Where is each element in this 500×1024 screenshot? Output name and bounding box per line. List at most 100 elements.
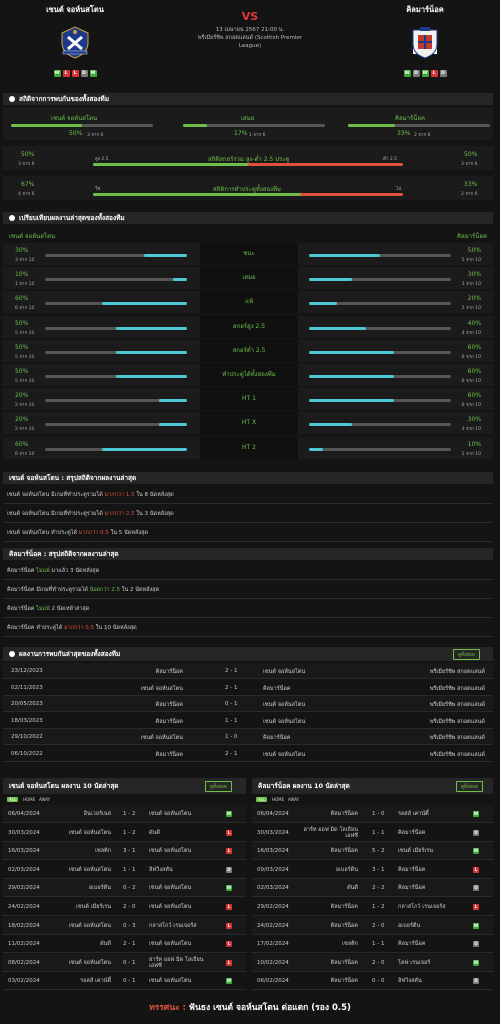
- h2h-away-label: คิลมาร์น็อค: [395, 115, 425, 122]
- result-badge: W: [473, 959, 479, 966]
- match-home: ดันดี: [347, 885, 358, 892]
- compare-right-pct: 60%: [467, 392, 481, 400]
- match-date: 17/02/2024: [257, 941, 289, 948]
- h2h-away: เซนต์ จอห์นสโตน: [263, 718, 306, 725]
- ou-over-label: สูง 2.5: [95, 157, 109, 162]
- match-row[interactable]: 30/03/2024 ฮาร์ท ออฟ มิด โลเธียน เอฟซี 1 -…: [252, 823, 493, 842]
- compare-row: 10% 1 จาก 10 เสมอ 30% 3 จาก 10: [3, 267, 493, 290]
- summary-text: 2 นัดเหย้าล่าสุด: [49, 606, 90, 612]
- h2h-row[interactable]: 06/10/2022 คิลมาร์น็อค 2 - 1 เซนต์ จอห์นสโต…: [3, 745, 493, 762]
- h2h-draw-pct: 17%: [234, 130, 248, 137]
- match-row[interactable]: 10/02/2024 คิลมาร์น็อค 2 - 0 โคฟ เรนเจอร์ W: [252, 953, 493, 972]
- match-score: 1 - 1: [372, 941, 385, 948]
- match-date: 06/02/2024: [257, 978, 289, 985]
- away-team-name: คิลมาร์น็อค: [406, 5, 444, 14]
- h2h-row[interactable]: 18/03/2023 คิลมาร์น็อค 1 - 1 เซนต์ จอห์นสโต…: [3, 712, 493, 729]
- tab-away[interactable]: AWAY: [39, 797, 51, 802]
- result-badge: W: [473, 848, 479, 855]
- compare-label-cell: สกอร์ต่ำ 2.5: [200, 339, 298, 362]
- match-row[interactable]: 30/03/2024 เซนต์ จอห์นสโตน 1 - 2 ดันดี L: [3, 823, 246, 842]
- h2h-view-all-button[interactable]: ดูทั้งหมด: [453, 649, 480, 660]
- match-away: เซนต์ จอห์นสโตน: [149, 941, 192, 948]
- h2h-draw-count: 1 จาก 6: [249, 133, 266, 138]
- tab-away[interactable]: AWAY: [288, 797, 300, 802]
- h2h-score: 1 - 0: [225, 734, 238, 740]
- summary-text: ใน 8 นัดหลังสุด: [134, 492, 174, 498]
- h2h-table: 23/12/2023 คิลมาร์น็อค 2 - 1 เซนต์ จอห์นสโต…: [3, 663, 493, 763]
- h2h-date: 20/05/2023: [11, 701, 43, 707]
- summary-line: เซนต์ จอห์นสโตน มีเกมที่ทำประตูรวมได้ มา…: [3, 505, 493, 523]
- h2h-home: คิลมาร์น็อค: [155, 751, 183, 758]
- h2h-row[interactable]: 23/12/2023 คิลมาร์น็อค 2 - 1 เซนต์ จอห์นสโต…: [3, 663, 493, 679]
- match-date: 30/03/2024: [257, 829, 289, 836]
- h2h-score: 2 - 1: [225, 750, 238, 757]
- match-date: 16/03/2024: [257, 848, 289, 855]
- home-team-name: เซนต์ จอห์นสโตน: [46, 5, 104, 14]
- match-date: 08/02/2024: [8, 959, 40, 966]
- compare-left-pct: 60%: [15, 440, 29, 448]
- match-row[interactable]: 16/03/2024 เซลติก 3 - 1 เซนต์ จอห์นสโตน L: [3, 842, 246, 861]
- match-date: 29/02/2024: [8, 885, 40, 892]
- compare-right-pct: 60%: [467, 368, 481, 375]
- match-home: ดันดี: [100, 941, 111, 948]
- match-row[interactable]: 24/02/2024 คิลมาร์น็อค 2 - 0 อเบอร์ดีน W: [252, 916, 493, 935]
- match-home: เซนต์ จอห์นสโตน: [68, 922, 111, 929]
- tab-all[interactable]: ALL: [7, 797, 19, 802]
- h2h-date: 06/10/2022: [11, 750, 43, 757]
- match-row[interactable]: 02/03/2024 ดันดี 2 - 2 คิลมาร์น็อค D: [252, 879, 493, 898]
- match-row[interactable]: 29/02/2024 คิลมาร์น็อค 1 - 2 กลาสโกว์ เรนเจ…: [252, 898, 493, 916]
- h2h-league: พรีเมียร์ชิพ สกอตแลนด์: [429, 718, 485, 725]
- match-row[interactable]: 08/02/2024 เซนต์ จอห์นสโตน 0 - 1 ฮาร์ท ออฟ …: [3, 953, 246, 972]
- compare-left-count: 1 จาก 10: [15, 282, 35, 288]
- match-row[interactable]: 18/02/2024 เซนต์ จอห์นสโตน 0 - 3 กลาสโกว์ เ…: [3, 916, 246, 935]
- match-row[interactable]: 06/04/2024 อินเวอร์เนส 1 - 2 เซนต์ จอห์นสโต…: [3, 805, 246, 823]
- match-score: 2 - 1: [123, 941, 136, 948]
- compare-left-pct: 50%: [15, 368, 29, 375]
- match-row[interactable]: 17/02/2024 เซลติก 1 - 1 คิลมาร์น็อค D: [252, 935, 493, 954]
- h2h-away: เซนต์ จอห์นสโตน: [263, 751, 306, 758]
- ou-left-count: 3 จาก 6: [18, 162, 35, 167]
- match-date: 29/02/2024: [257, 904, 289, 910]
- home-summary-header: เซนต์ จอห์นสโตน : สรุปสถิติจากผลงานล่าสุ…: [3, 472, 493, 484]
- away-last10-tabs: ALL HOME AWAY: [252, 795, 493, 805]
- tab-home[interactable]: HOME: [272, 797, 285, 802]
- form-badge: W: [403, 70, 411, 77]
- match-date: 30/03/2024: [8, 829, 40, 836]
- home-last10-view-all-button[interactable]: ดูทั้งหมด: [205, 781, 232, 792]
- match-row[interactable]: 24/02/2024 เซนต์ เมียร์เรน 2 - 0 เซนต์ จอห์…: [3, 898, 246, 916]
- h2h-row[interactable]: 29/10/2022 เซนต์ จอห์นสโตน 1 - 0 คิลมาร์น็อ…: [3, 729, 493, 745]
- match-score: 1 - 2: [123, 811, 136, 817]
- compare-row: 20% 2 จาก 10 HT 1 60% 6 จาก 10: [3, 388, 493, 411]
- summary-text: คิลมาร์น็อค: [7, 568, 37, 574]
- match-row[interactable]: 09/03/2024 อเบอร์ดีน 3 - 1 คิลมาร์น็อค L: [252, 860, 493, 879]
- compare-left-bar: [45, 326, 187, 330]
- match-row[interactable]: 16/03/2024 คิลมาร์น็อค 5 - 2 เซนต์ เมียร์เร…: [252, 842, 493, 861]
- tab-all[interactable]: ALL: [256, 797, 268, 802]
- h2h-stats-title: สถิติจากการพบกันของทั้งสองทีม: [19, 95, 109, 103]
- h2h-row[interactable]: 02/11/2023 เซนต์ จอห์นสโตน 2 - 1 คิลมาร์น็อ…: [3, 679, 493, 696]
- match-home: อินเวอร์เนส: [83, 811, 111, 817]
- match-row[interactable]: 29/02/2024 อเบอร์ดีน 0 - 2 เซนต์ จอห์นสโตน W: [3, 879, 246, 898]
- match-row[interactable]: 02/03/2024 เซนต์ จอห์นสโตน 1 - 1 ลิฟวิงสตัน…: [3, 860, 246, 879]
- tab-home[interactable]: HOME: [23, 797, 36, 802]
- match-row[interactable]: 06/02/2024 คิลมาร์น็อค 0 - 0 ลิฟวิงสตัน D: [252, 972, 493, 991]
- match-date: 13 เมษายน 2567 21:00 น.: [215, 27, 285, 33]
- compare-left-count: 5 จาก 10: [15, 354, 35, 360]
- compare-left-count: 5 จาก 10: [15, 379, 35, 384]
- match-row[interactable]: 06/04/2024 คิลมาร์น็อค 1 - 0 รอสส์ เคาน์ตี้…: [252, 805, 493, 823]
- summary-text: คิลมาร์น็อค มีเกมที่ทำประตูรวมได้: [7, 587, 90, 593]
- match-score: 1 - 2: [123, 829, 136, 836]
- compare-label: แพ้: [245, 298, 253, 306]
- match-date: 18/02/2024: [8, 922, 40, 929]
- match-row[interactable]: 03/02/2024 รอสส์ เคาน์ตี้ 0 - 1 เซนต์ จอห์น…: [3, 972, 246, 991]
- compare-label: ชนะ: [243, 250, 255, 257]
- away-last10-view-all-button[interactable]: ดูทั้งหมด: [456, 781, 483, 792]
- home-summary-title: เซนต์ จอห์นสโตน : สรุปสถิติจากผลงานล่าสุ…: [9, 474, 137, 482]
- h2h-row[interactable]: 20/05/2023 คิลมาร์น็อค 0 - 1 เซนต์ จอห์นสโต…: [3, 696, 493, 712]
- match-away: เซนต์ จอห์นสโตน: [149, 904, 192, 910]
- summary-line: คิลมาร์น็อค ไม่แพ้ มาแล้ว 3 นัดหลังสุด: [3, 562, 493, 580]
- h2h-home-bar: [11, 124, 153, 127]
- match-row[interactable]: 11/02/2024 ดันดี 2 - 1 เซนต์ จอห์นสโตน L: [3, 935, 246, 954]
- compare-left-count: 6 จาก 10: [15, 451, 35, 457]
- summary-text: ใน 10 นัดหลังสุด: [94, 625, 137, 631]
